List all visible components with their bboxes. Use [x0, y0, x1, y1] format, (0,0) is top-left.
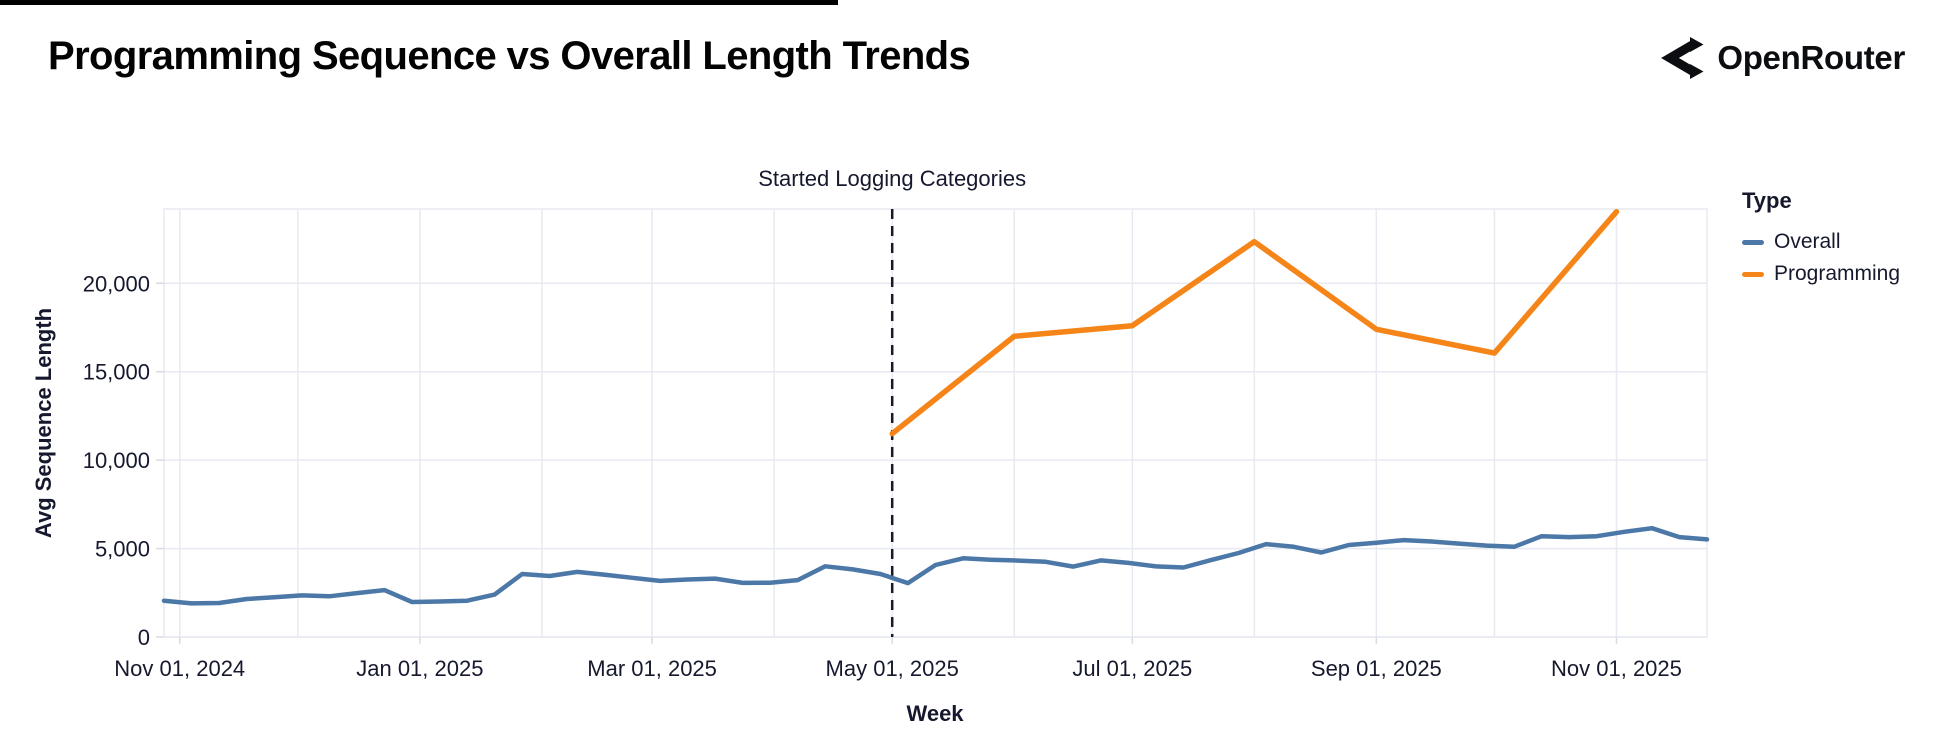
page-title: Programming Sequence vs Overall Length T…	[48, 34, 971, 78]
y-tick-label: 15,000	[83, 360, 150, 385]
x-tick-label: Nov 01, 2024	[114, 656, 245, 681]
overall-line	[161, 525, 1710, 606]
legend: Type Overall Programming	[1742, 188, 1900, 294]
x-tick-label: Jul 01, 2025	[1072, 656, 1192, 681]
programming-swatch	[1742, 271, 1764, 277]
x-tick-label: Nov 01, 2025	[1551, 656, 1682, 681]
overall-swatch	[1742, 239, 1764, 245]
top-border-strip	[0, 0, 838, 5]
programming-line	[889, 208, 1620, 437]
plot-border	[163, 208, 1708, 638]
annotation-text: Started Logging Categories	[758, 166, 1027, 191]
x-tick-label: May 01, 2025	[826, 656, 959, 681]
legend-item-label: Overall	[1774, 230, 1841, 253]
y-tick-label: 0	[138, 625, 150, 650]
x-tick-label: Jan 01, 2025	[356, 656, 483, 681]
openrouter-logo-icon	[1661, 37, 1704, 79]
x-tick-label: Sep 01, 2025	[1311, 656, 1442, 681]
y-tick-label: 5,000	[95, 537, 150, 562]
openrouter-logo-text: OpenRouter	[1717, 39, 1905, 76]
y-tick-label: 10,000	[83, 448, 150, 473]
openrouter-logo: OpenRouter	[1656, 34, 1905, 82]
legend-item-label: Programming	[1774, 262, 1901, 285]
legend-item-overall: Overall	[1742, 230, 1900, 254]
x-tick-label: Mar 01, 2025	[587, 656, 717, 681]
y-tick-label: 20,000	[83, 271, 150, 296]
legend-item-programming: Programming	[1742, 262, 1900, 286]
x-axis-title: Week	[906, 701, 964, 726]
y-axis-title: Avg Sequence Length	[31, 307, 56, 539]
legend-title: Type	[1742, 188, 1792, 213]
